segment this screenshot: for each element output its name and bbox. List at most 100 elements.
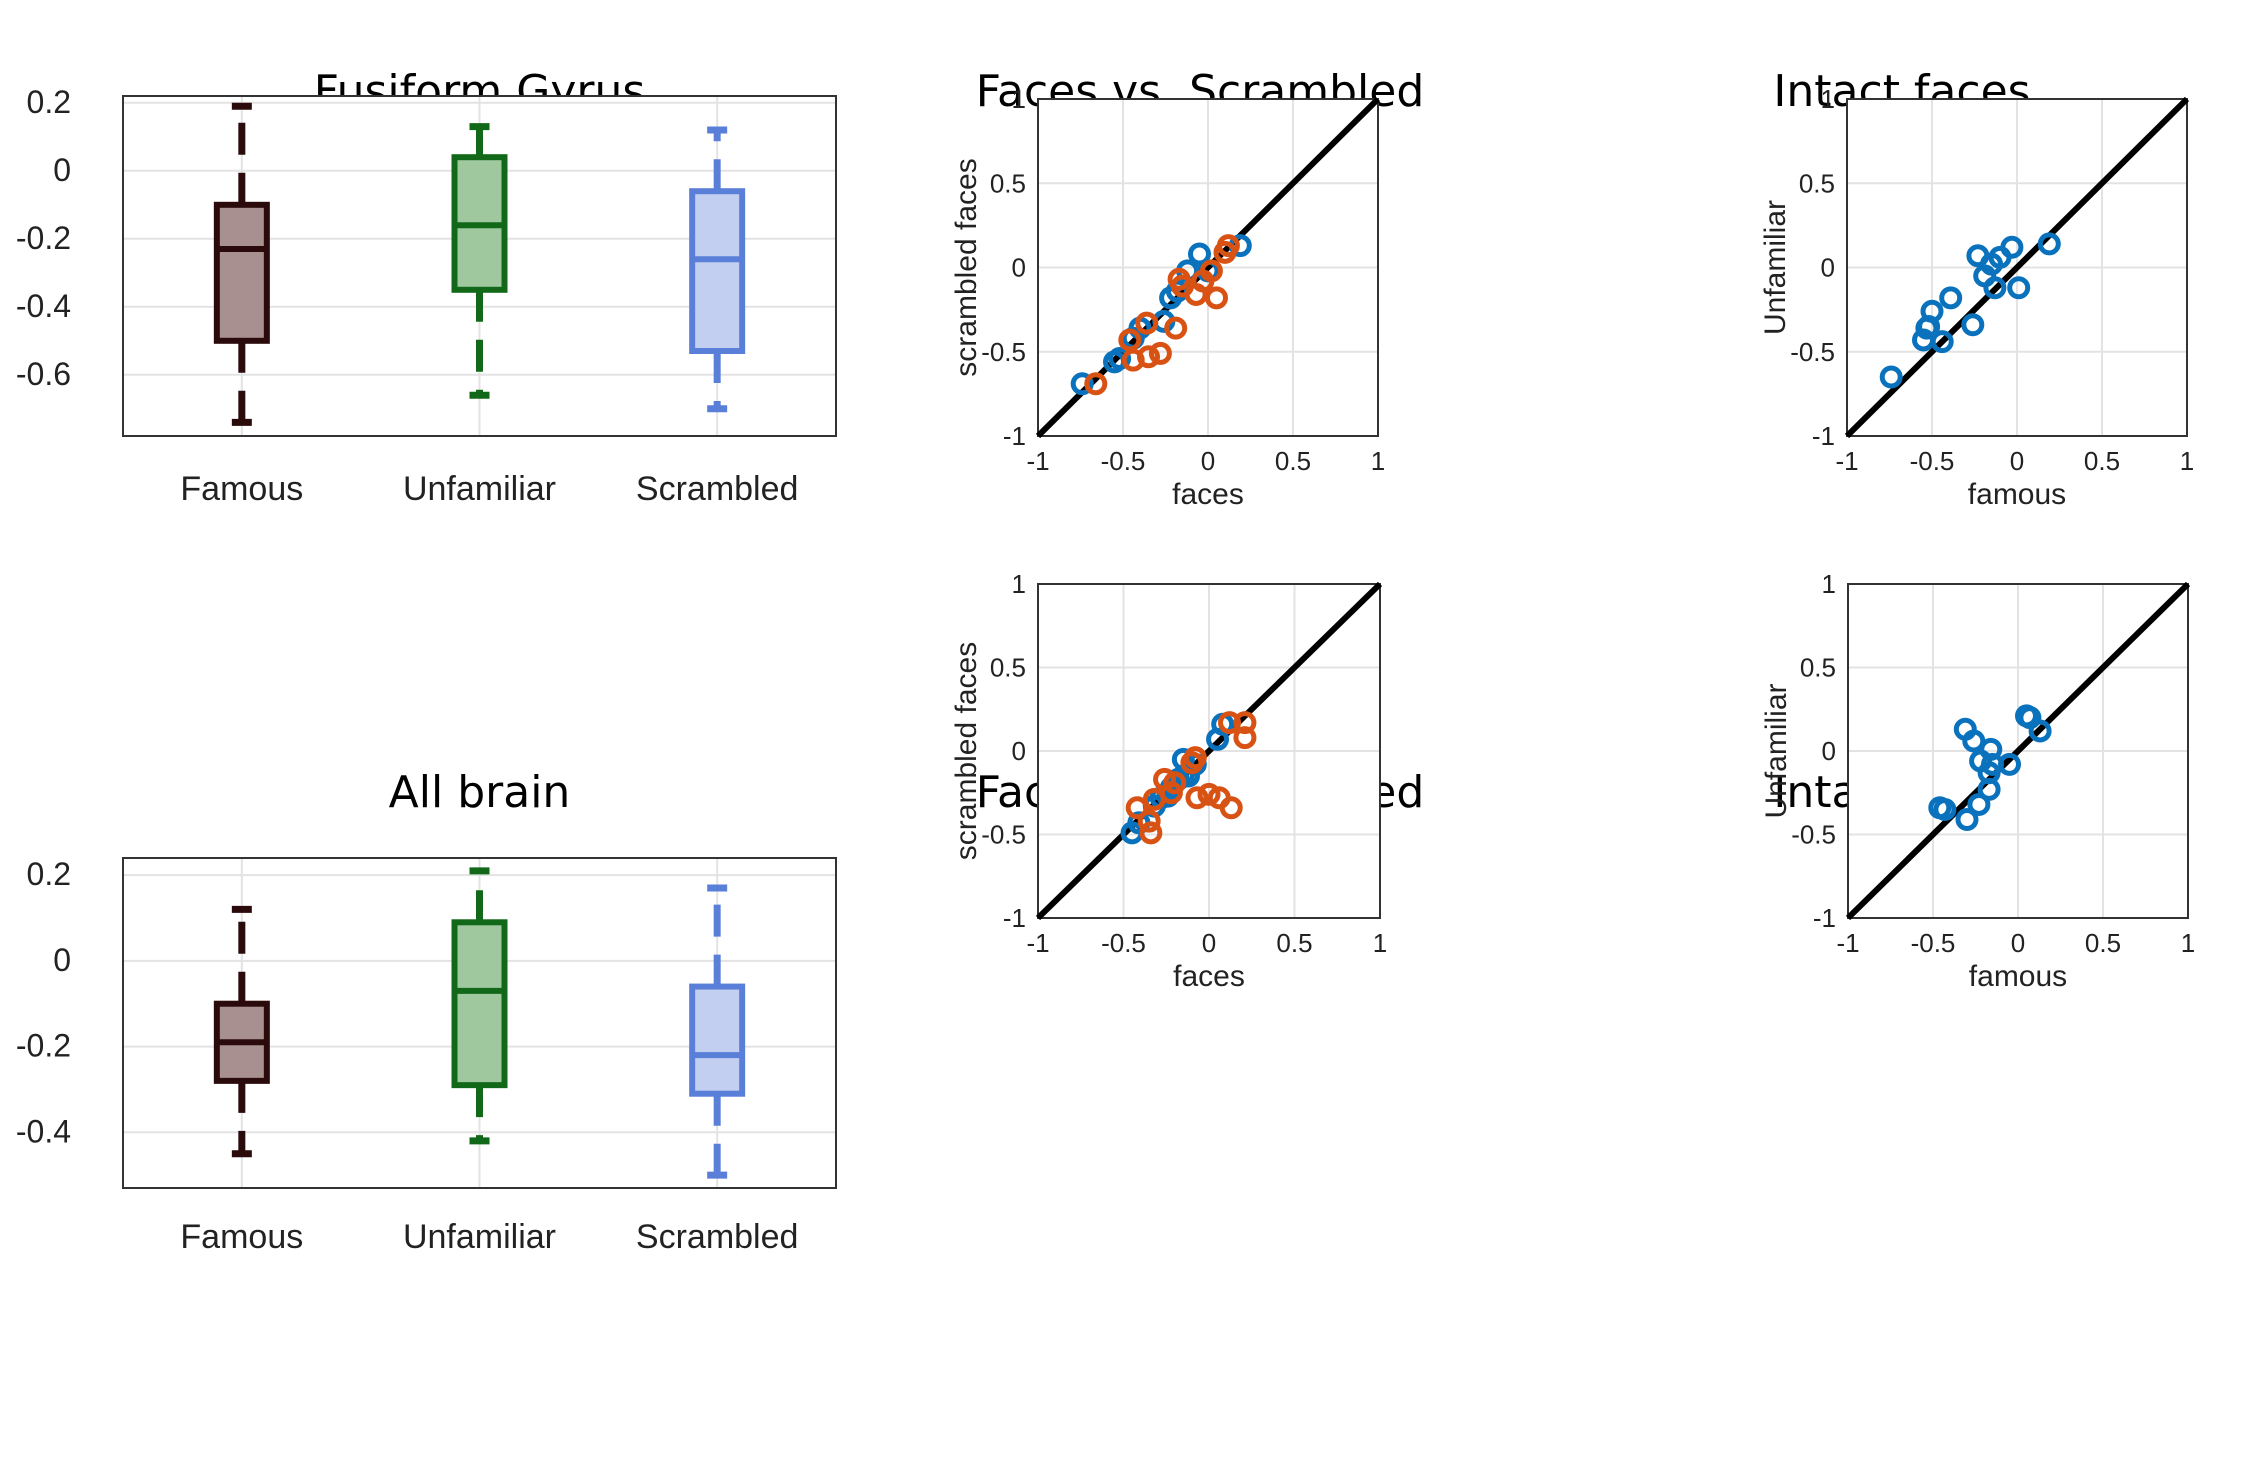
plot-frame	[1847, 583, 2189, 919]
y-tick-label: 0.5	[990, 653, 1026, 683]
data-point	[1183, 746, 1207, 770]
chart-title: All brain	[388, 767, 571, 818]
x-tick-label: 1	[2180, 446, 2194, 476]
scatter-intact-faces-bottom: Intact faces -1-1-0.5-0.5000.50.511famou…	[1560, 569, 2244, 1462]
data-point	[1967, 792, 1991, 816]
x-axis-label: famous	[1968, 478, 2066, 511]
identity-line	[1035, 96, 1381, 439]
data-point	[1233, 726, 1257, 750]
data-point	[1939, 286, 1963, 310]
data-point	[1199, 259, 1223, 283]
x-tick-label: 0	[1201, 446, 1215, 476]
x-tick-label: 1	[1373, 928, 1387, 958]
y-tick-label: 0.5	[1800, 653, 1836, 683]
y-tick-label: 0	[1012, 253, 1026, 283]
data-point	[1137, 345, 1160, 369]
x-axis-label: faces	[1173, 960, 1245, 993]
series-blue	[1928, 704, 2052, 831]
data-point	[1930, 330, 1954, 354]
plot-frame	[122, 857, 837, 1189]
y-axis-label: Unfamiliar	[1759, 200, 1792, 335]
x-category-label: Unfamiliar	[403, 470, 556, 508]
data-point	[1125, 796, 1149, 820]
box-plot-fusiform: Fusiform Gyrus -0.6 -0.4 -0.2 0 0.2 Famous Unf…	[0, 0, 837, 731]
x-category-label: Scrambled	[636, 470, 799, 508]
box-scrambled	[689, 126, 746, 413]
x-tick-label: -0.5	[1911, 928, 1956, 958]
y-tick-label: 0	[1012, 736, 1026, 766]
y-tick-label: -0.2	[16, 1028, 71, 1064]
x-tick-label: -1	[1026, 928, 1049, 958]
x-tick-label: -1	[1026, 446, 1049, 476]
data-point	[2028, 719, 2052, 743]
x-tick-label: -0.5	[1101, 446, 1146, 476]
box-plot-all-brain: All brain -0.4 -0.2 0 0.2 Famous Unfamiliar Sc…	[0, 731, 837, 1462]
y-tick-label: 0	[53, 152, 71, 188]
box-famous	[213, 102, 270, 426]
x-tick-label: 0	[2010, 446, 2024, 476]
y-tick-label: 0	[1821, 253, 1835, 283]
data-point	[1979, 737, 2003, 761]
data-point	[1216, 234, 1240, 258]
x-tick-label: -1	[1835, 446, 1858, 476]
scatter-svg: -1-1 -0.5 -0.5 0 0 0.5 0.5 1 1 faces scrambled fac…	[950, 569, 1387, 993]
data-point	[1962, 729, 1986, 753]
data-point	[1139, 821, 1163, 845]
x-axis-label: faces	[1172, 478, 1244, 511]
x-tick-label: 0.5	[2084, 446, 2120, 476]
y-tick-label: -0.5	[1790, 337, 1835, 367]
data-point	[1219, 796, 1243, 820]
scatter-svg: -1-1 -0.5 -0.5 0 0 0.5 0.5 1 1 famous Unfamiliar	[1759, 84, 2194, 511]
y-tick-label: 0.5	[990, 168, 1026, 198]
plot-frame	[1846, 98, 2188, 437]
data-point	[1879, 365, 1903, 389]
scatter-svg: -1-1 -0.5 -0.5 0 0 0.5 0.5 1 1 faces scrambled fac…	[950, 84, 1385, 511]
data-point	[1998, 752, 2021, 776]
data-point	[1164, 316, 1188, 340]
series-orange	[1084, 234, 1240, 396]
x-tick-label: 0	[1202, 928, 1216, 958]
x-tick-label: 0.5	[1276, 928, 1312, 958]
data-point	[1163, 771, 1187, 795]
y-axis-label: scrambled faces	[950, 158, 983, 376]
y-tick-label: 1	[1821, 84, 1835, 114]
y-tick-label: -0.2	[16, 220, 71, 256]
plot-frame	[122, 95, 837, 437]
y-tick-label: -0.6	[16, 356, 71, 392]
plot-frame	[1037, 583, 1381, 919]
scatter-faces-vs-scrambled-top: Faces vs. Scrambled -1 -1 -0.5 -0.5 0 0 0.5 0.5…	[860, 0, 1540, 731]
y-tick-label: 0	[1822, 736, 1836, 766]
identity-line	[1035, 581, 1383, 921]
box-unfamiliar	[451, 123, 508, 399]
y-tick-label: 0.5	[1799, 168, 1835, 198]
y-tick-label: -1	[1812, 421, 1835, 451]
box-body	[451, 919, 508, 1089]
y-tick-label: -1	[1813, 903, 1836, 933]
y-tick-label: -0.5	[981, 337, 1026, 367]
data-point	[1188, 242, 1211, 266]
box-plot-svg: -0.4 -0.2 0 0.2 Famous Unfamiliar Scrambled	[16, 856, 837, 1256]
data-point	[1108, 346, 1132, 370]
box-plot-svg: -0.6 -0.4 -0.2 0 0.2 Famous Unfamiliar Scramble…	[16, 84, 837, 508]
y-tick-label: 1	[1012, 569, 1026, 599]
box-scrambled	[689, 884, 746, 1179]
x-tick-label: 0.5	[1275, 446, 1311, 476]
box-famous	[213, 905, 270, 1158]
data-point	[1933, 797, 1957, 821]
data-point	[1135, 311, 1159, 335]
data-point	[1137, 809, 1161, 833]
identity-line	[1845, 581, 2191, 921]
data-point	[1148, 341, 1172, 365]
y-axis-label: Unfamiliar	[1760, 683, 1793, 818]
x-tick-label: -0.5	[1101, 928, 1146, 958]
x-tick-label: -1	[1836, 928, 1859, 958]
box-body	[689, 983, 746, 1097]
scatter-faces-vs-scrambled-bottom: Faces vs. Scrambled -1-1-0.5-0.5000.50.5…	[860, 569, 1540, 1462]
data-point	[1070, 372, 1094, 396]
y-tick-label: -0.5	[981, 820, 1026, 850]
series-orange	[1125, 711, 1257, 845]
x-tick-label: -0.5	[1910, 446, 1955, 476]
y-axis-label: scrambled faces	[950, 642, 983, 860]
scatter-svg: -1-1 -0.5 -0.5 0 0 0.5 0.5 1 1 famous Unfamiliar	[1760, 569, 2195, 993]
data-point	[1084, 372, 1108, 396]
